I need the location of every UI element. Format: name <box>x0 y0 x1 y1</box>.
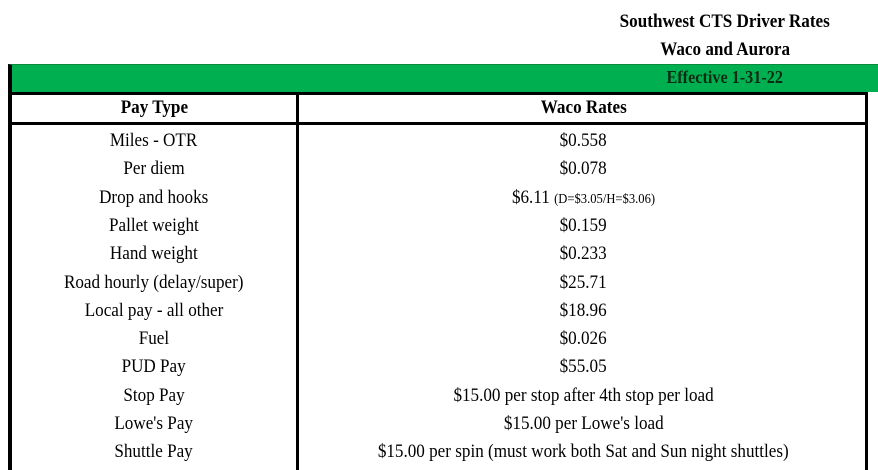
table-row: Pallet weight $0.159 <box>12 212 868 240</box>
pay-type-cell: Road hourly (delay/super) <box>64 271 244 293</box>
rate-cell: $0.558 <box>559 130 608 151</box>
rate-cell: $6.11 (D=$3.05/H=$3.06) <box>511 186 656 208</box>
document-subtitle: Waco and Aurora <box>660 39 790 60</box>
rate-cell: $18.96 <box>559 299 608 321</box>
pay-type-cell: Hand weight <box>110 243 198 265</box>
header-waco-rates: Waco Rates <box>540 97 627 118</box>
table-row: Local pay - all other $18.96 <box>12 297 868 325</box>
pay-type-cell: Pallet weight <box>109 214 199 236</box>
rate-cell: $0.026 <box>559 328 608 350</box>
rate-cell: $25.71 <box>559 271 608 293</box>
table-row: Fuel $0.026 <box>12 325 868 353</box>
pay-type-cell: Stop Pay <box>123 384 185 406</box>
pay-type-cell: Drop and hooks <box>99 186 209 208</box>
rate-cell: $0.233 <box>559 243 608 265</box>
pay-type-cell: Lowe's Pay <box>114 413 194 434</box>
rate-cell: $15.00 per Lowe's load <box>503 413 664 434</box>
effective-date: Effective 1-31-22 <box>666 67 784 87</box>
document-title: Southwest CTS Driver Rates <box>619 11 831 32</box>
table-row: Stop Pay $15.00 per stop after 4th stop p… <box>12 382 868 410</box>
header-divider <box>8 122 868 125</box>
table-row: Per diem $0.078 <box>12 155 868 183</box>
rate-cell: $15.00 per stop after 4th stop per load <box>453 384 714 406</box>
rate-cell: $15.00 per spin (must work both Sat and … <box>378 441 789 463</box>
table-row: Hand weight $0.233 <box>12 240 868 268</box>
pay-type-cell: Shuttle Pay <box>114 441 194 463</box>
rate-cell: $0.078 <box>559 158 608 180</box>
effective-banner <box>8 64 878 92</box>
rates-table <box>8 92 868 470</box>
pay-type-cell: Local pay - all other <box>84 299 224 321</box>
rate-cell: $55.05 <box>559 356 608 378</box>
table-row: Shuttle Pay $15.00 per spin (must work bo… <box>12 438 868 466</box>
column-divider <box>296 92 299 470</box>
table-row: Miles - OTR $0.558 <box>12 127 868 155</box>
rate-cell: $0.159 <box>559 214 608 236</box>
table-row: Road hourly (delay/super) $25.71 <box>12 269 868 297</box>
rate-note: (D=$3.05/H=$3.06) <box>554 191 656 207</box>
pay-type-cell: PUD Pay <box>121 356 187 378</box>
pay-type-cell: Per diem <box>123 158 185 180</box>
pay-type-cell: Miles - OTR <box>110 130 198 151</box>
table-row: PUD Pay $55.05 <box>12 353 868 381</box>
pay-type-cell: Fuel <box>138 328 170 350</box>
table-row: Drop and hooks $6.11 (D=$3.05/H=$3.06) <box>12 184 868 212</box>
table-row: Lowe's Pay $15.00 per Lowe's load <box>12 410 868 438</box>
header-pay-type: Pay Type <box>120 97 188 118</box>
